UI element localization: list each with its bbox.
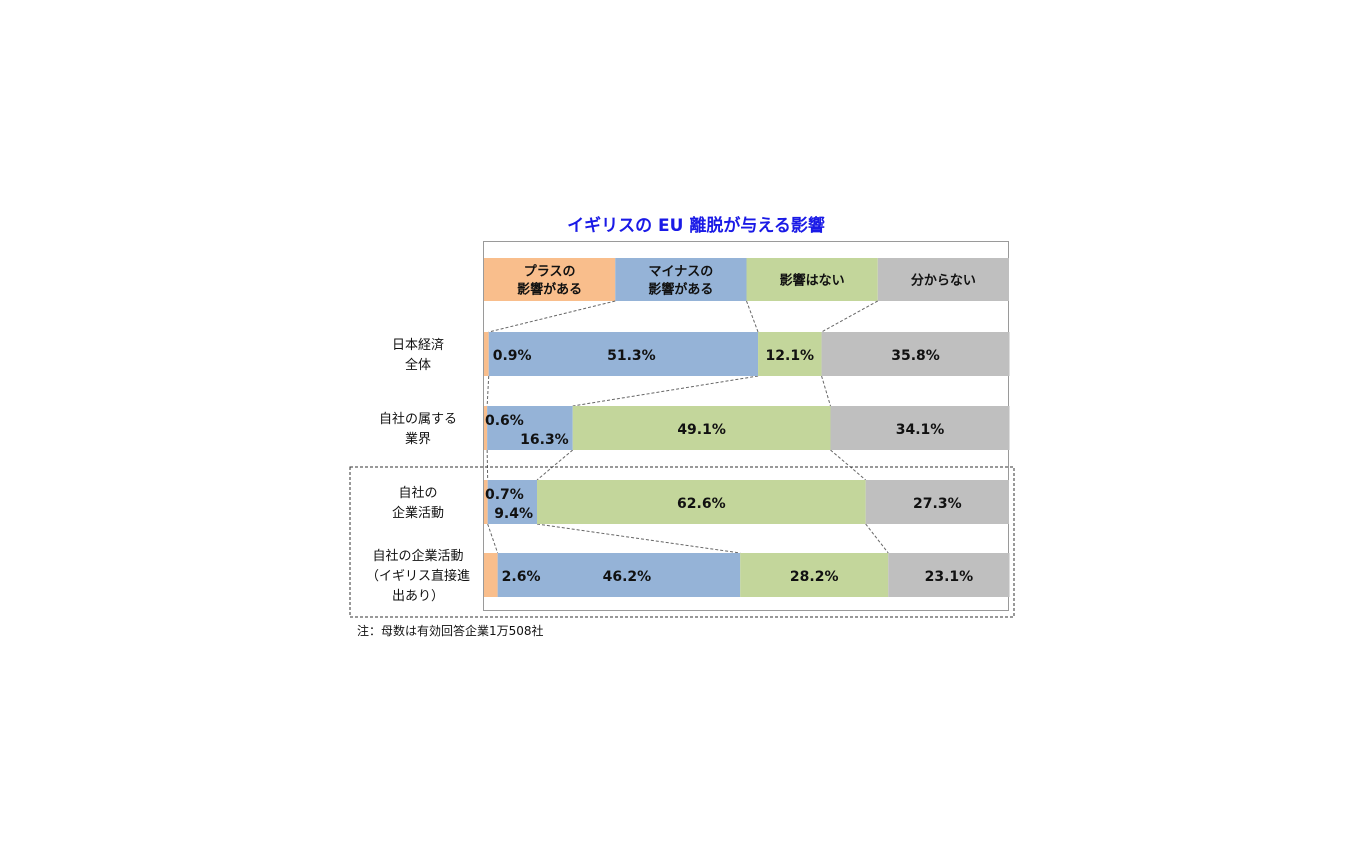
- connector-r1-1: [486, 449, 489, 481]
- connector-legend-1: [488, 300, 616, 333]
- value-label-r2-1: 9.4%: [494, 506, 533, 522]
- bar-row2-seg3: [865, 480, 1009, 524]
- legend-swatch-2: [746, 258, 878, 301]
- row-label-2: 自社の企業活動: [392, 485, 444, 521]
- value-label-r0-0: 0.9%: [493, 348, 532, 364]
- connector-r2-2: [536, 523, 741, 554]
- connector-r0-1: [486, 375, 490, 407]
- bar-row2-seg0: [484, 480, 488, 524]
- row-label-0: 日本経済全体: [392, 337, 444, 373]
- bar-row1-seg2: [572, 406, 831, 450]
- value-label-r3-3: 23.1%: [925, 569, 974, 585]
- chart-note: 注：母数は有効回答企業1万508社: [357, 624, 544, 638]
- value-label-r3-1: 46.2%: [603, 569, 652, 585]
- connector-legend-3: [821, 300, 878, 333]
- bar-row0-seg1: [488, 332, 759, 376]
- legend-swatch-0: [484, 258, 616, 301]
- value-label-r0-3: 35.8%: [891, 348, 940, 364]
- connector-r0-3: [821, 375, 831, 407]
- chart-title: イギリスの EU 離脱が与える影響: [567, 216, 825, 236]
- value-label-r3-0: 2.6%: [502, 569, 541, 585]
- value-label-r1-3: 34.1%: [896, 422, 945, 438]
- value-labels: 0.9% 51.3% 12.1% 35.8% 0.6% 16.3% 49.1% 34.1% 0.…: [485, 348, 973, 585]
- connector-r2-3: [865, 523, 889, 554]
- legend-label-2: 影響はない: [780, 273, 845, 289]
- legend-label-0: プラスの影響がある: [517, 265, 582, 298]
- connector-lines: [486, 300, 889, 554]
- legend-label-3: 分からない: [911, 273, 976, 289]
- value-label-r1-2: 49.1%: [677, 422, 726, 438]
- bar-row0-seg0: [484, 332, 489, 376]
- value-label-r0-1: 51.3%: [607, 348, 656, 364]
- bar-row3-seg1: [497, 553, 741, 597]
- connector-r2-1: [487, 523, 499, 554]
- legend: プラスの影響がある マイナスの影響がある 影響はない 分からない: [484, 258, 1009, 301]
- bar-row1-seg1: [487, 406, 573, 450]
- row-label-1: 自社の属する業界: [379, 411, 457, 447]
- legend-label-1: マイナスの影響がある: [648, 265, 713, 298]
- bar-row2-seg1: [487, 480, 538, 524]
- connector-r0-2: [572, 375, 759, 407]
- value-label-r1-1: 16.3%: [520, 432, 569, 448]
- connector-r1-3: [830, 449, 866, 481]
- legend-swatch-1: [615, 258, 747, 301]
- bar-row3-seg2: [740, 553, 889, 597]
- value-label-r0-2: 12.1%: [766, 348, 815, 364]
- value-label-r2-0: 0.7%: [485, 487, 524, 503]
- bars: [484, 332, 1010, 597]
- value-label-r2-3: 27.3%: [913, 496, 962, 512]
- value-label-r2-2: 62.6%: [677, 496, 726, 512]
- bar-row3-seg3: [888, 553, 1010, 597]
- connector-r1-2: [536, 449, 574, 481]
- value-label-r3-2: 28.2%: [790, 569, 839, 585]
- connector-legend-2: [746, 300, 759, 333]
- bar-row1-seg3: [830, 406, 1010, 450]
- bar-row0-seg2: [758, 332, 822, 376]
- highlight-box: [349, 466, 1015, 618]
- bar-row3-seg0: [484, 553, 498, 597]
- legend-swatch-3: [877, 258, 1009, 301]
- bar-row2-seg2: [537, 480, 866, 524]
- bar-row1-seg0: [484, 406, 488, 450]
- value-label-r1-0: 0.6%: [485, 413, 524, 429]
- bar-row0-seg3: [821, 332, 1010, 376]
- row-label-3: 自社の企業活動（イギリス直接進出あり）: [366, 548, 470, 604]
